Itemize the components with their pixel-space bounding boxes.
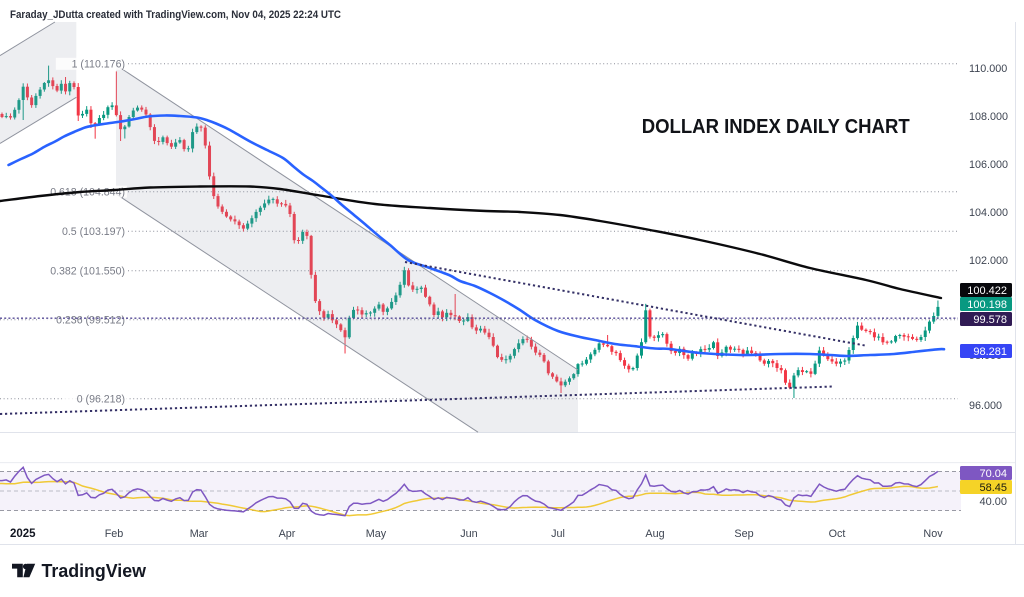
svg-text:0.5 (103.197): 0.5 (103.197)	[62, 226, 125, 238]
svg-text:0.382 (101.550): 0.382 (101.550)	[50, 265, 125, 277]
svg-text:Feb: Feb	[105, 528, 124, 540]
svg-text:96.000: 96.000	[969, 400, 1002, 412]
svg-text:Oct: Oct	[829, 528, 846, 540]
svg-text:100.422: 100.422	[967, 285, 1007, 297]
svg-text:TradingView: TradingView	[42, 561, 147, 581]
svg-text:58.45: 58.45	[979, 482, 1007, 494]
svg-text:Apr: Apr	[279, 528, 296, 540]
svg-text:Faraday_JDutta created with Tr: Faraday_JDutta created with TradingView.…	[10, 9, 341, 21]
svg-text:Sep: Sep	[734, 528, 753, 540]
svg-text:2025: 2025	[10, 528, 36, 540]
svg-text:98.281: 98.281	[973, 346, 1007, 358]
svg-text:Jun: Jun	[460, 528, 477, 540]
svg-text:100.198: 100.198	[967, 299, 1007, 311]
svg-text:99.578: 99.578	[973, 314, 1007, 326]
svg-text:Nov: Nov	[923, 528, 943, 540]
svg-text:Jul: Jul	[551, 528, 565, 540]
svg-text:106.000: 106.000	[969, 159, 1008, 171]
svg-text:40.00: 40.00	[979, 496, 1007, 508]
svg-text:104.000: 104.000	[969, 207, 1008, 219]
svg-text:1 (110.176): 1 (110.176)	[72, 58, 125, 70]
svg-text:Mar: Mar	[190, 528, 209, 540]
svg-text:102.000: 102.000	[969, 255, 1008, 267]
svg-text:108.000: 108.000	[969, 111, 1008, 123]
svg-text:110.000: 110.000	[969, 63, 1007, 75]
svg-text:May: May	[366, 528, 387, 540]
svg-text:0 (96.218): 0 (96.218)	[77, 393, 125, 405]
svg-text:0.236 (99.512): 0.236 (99.512)	[56, 314, 125, 326]
svg-text:Aug: Aug	[645, 528, 664, 540]
svg-text:70.04: 70.04	[979, 468, 1007, 480]
svg-text:DOLLAR INDEX DAILY CHART: DOLLAR INDEX DAILY CHART	[642, 115, 910, 138]
